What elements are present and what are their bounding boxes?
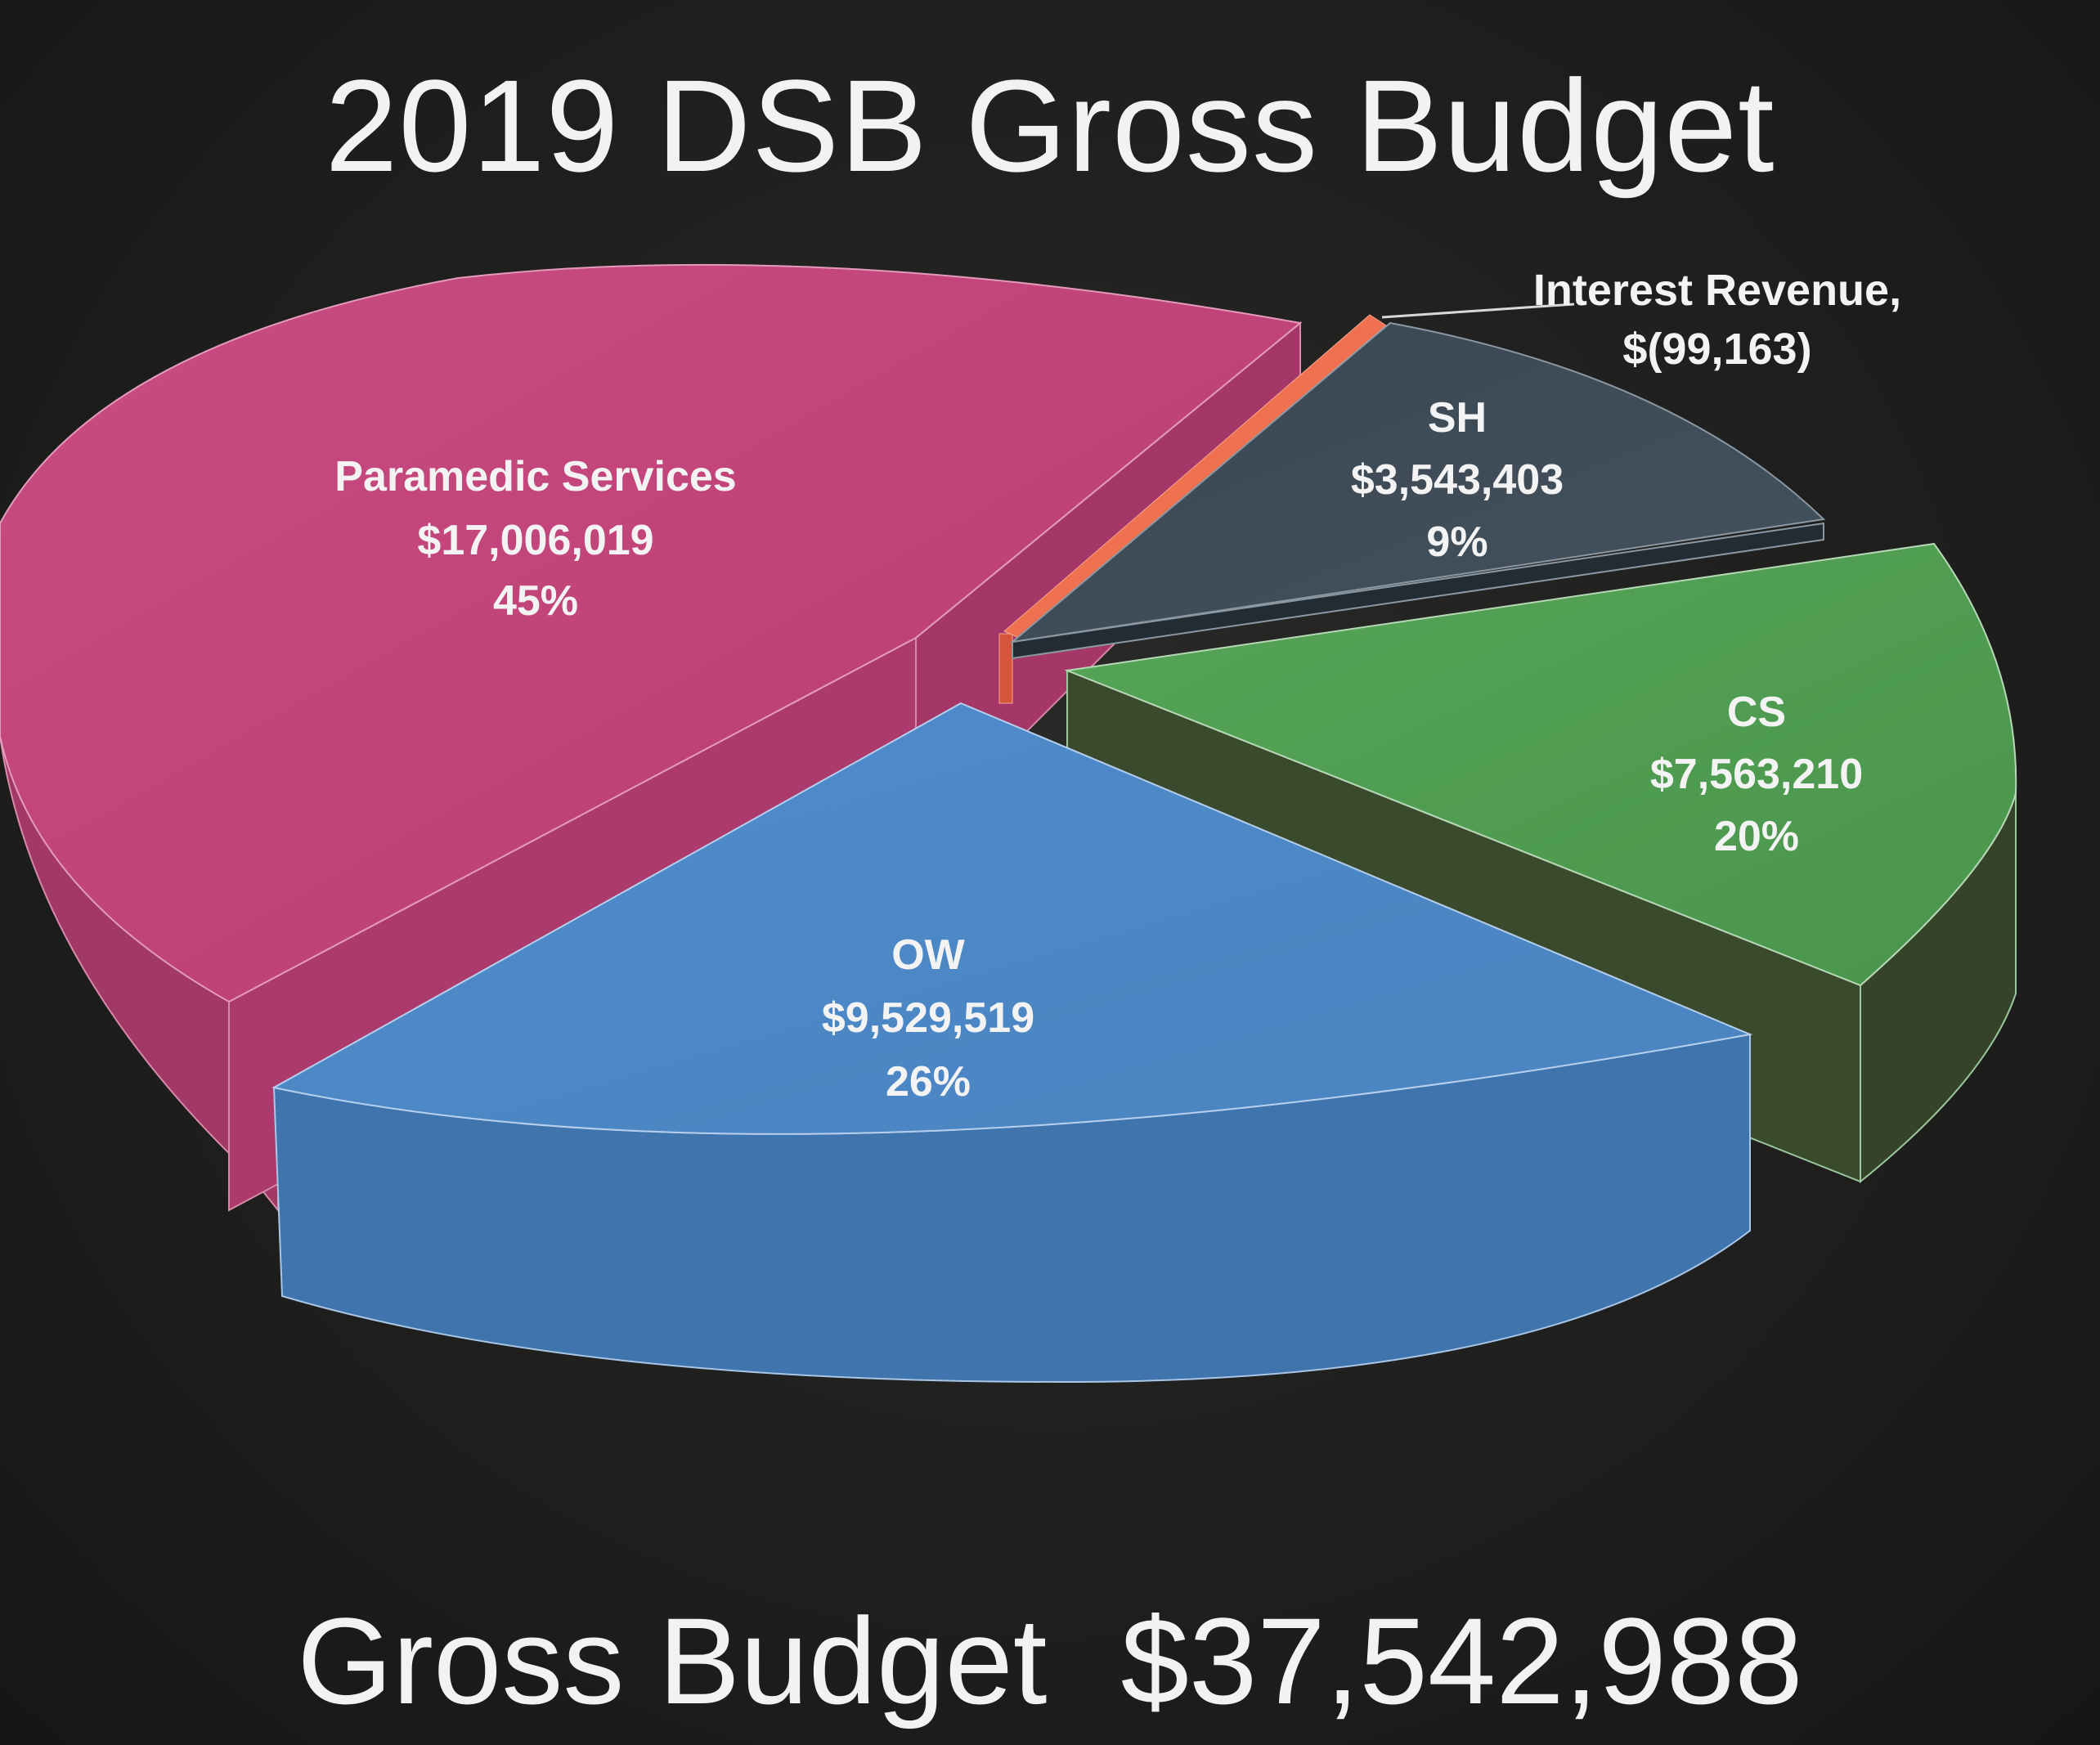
label-ow-percent: 26% [886,1058,971,1106]
label-sh-percent: 9% [1426,518,1488,566]
slice-cs-top [1064,542,2017,987]
slice-paramedic-top [0,263,1303,1003]
label-cs-name: CS [1727,689,1786,736]
gross-budget-total: Gross Budget $37,542,988 [0,1590,2100,1732]
label-ow-name: OW [891,931,965,979]
label-sh: SH $3,543,403 9% [1351,394,1564,566]
label-sh-name: SH [1428,394,1487,442]
slice-ow-top [271,702,1753,1135]
chart-title: 2019 DSB Gross Budget [325,52,1775,199]
label-sh-value: $3,543,403 [1351,456,1564,504]
label-interest-value: $(99,163) [1622,325,1811,374]
label-cs-percent: 20% [1714,813,1799,860]
interest-revenue-leader-line [1381,303,1575,319]
label-interest-name: Interest Revenue, [1533,266,1901,315]
label-paramedic-percent: 45% [493,577,578,625]
label-paramedic-name: Paramedic Services [334,453,736,500]
slice-sh-side [1012,522,1824,660]
slice-ow [271,702,1753,1384]
label-ow: OW $9,529,519 26% [822,931,1034,1106]
slice-interest-side [998,633,1013,704]
gross-budget-label: Gross Budget [297,1592,1048,1729]
label-cs: CS $7,563,210 20% [1650,689,1863,860]
slice-sh-top [1009,321,1826,644]
gross-budget-value: $37,542,988 [1120,1592,1803,1729]
label-cs-value: $7,563,210 [1650,751,1863,798]
label-ow-value: $9,529,519 [822,994,1034,1042]
slice-sh [1009,321,1826,660]
label-paramedic-value: $17,006,019 [417,517,653,564]
label-interest-revenue: Interest Revenue, $(99,163) [1533,266,1901,374]
label-paramedic-services: Paramedic Services $17,006,019 45% [334,453,736,625]
